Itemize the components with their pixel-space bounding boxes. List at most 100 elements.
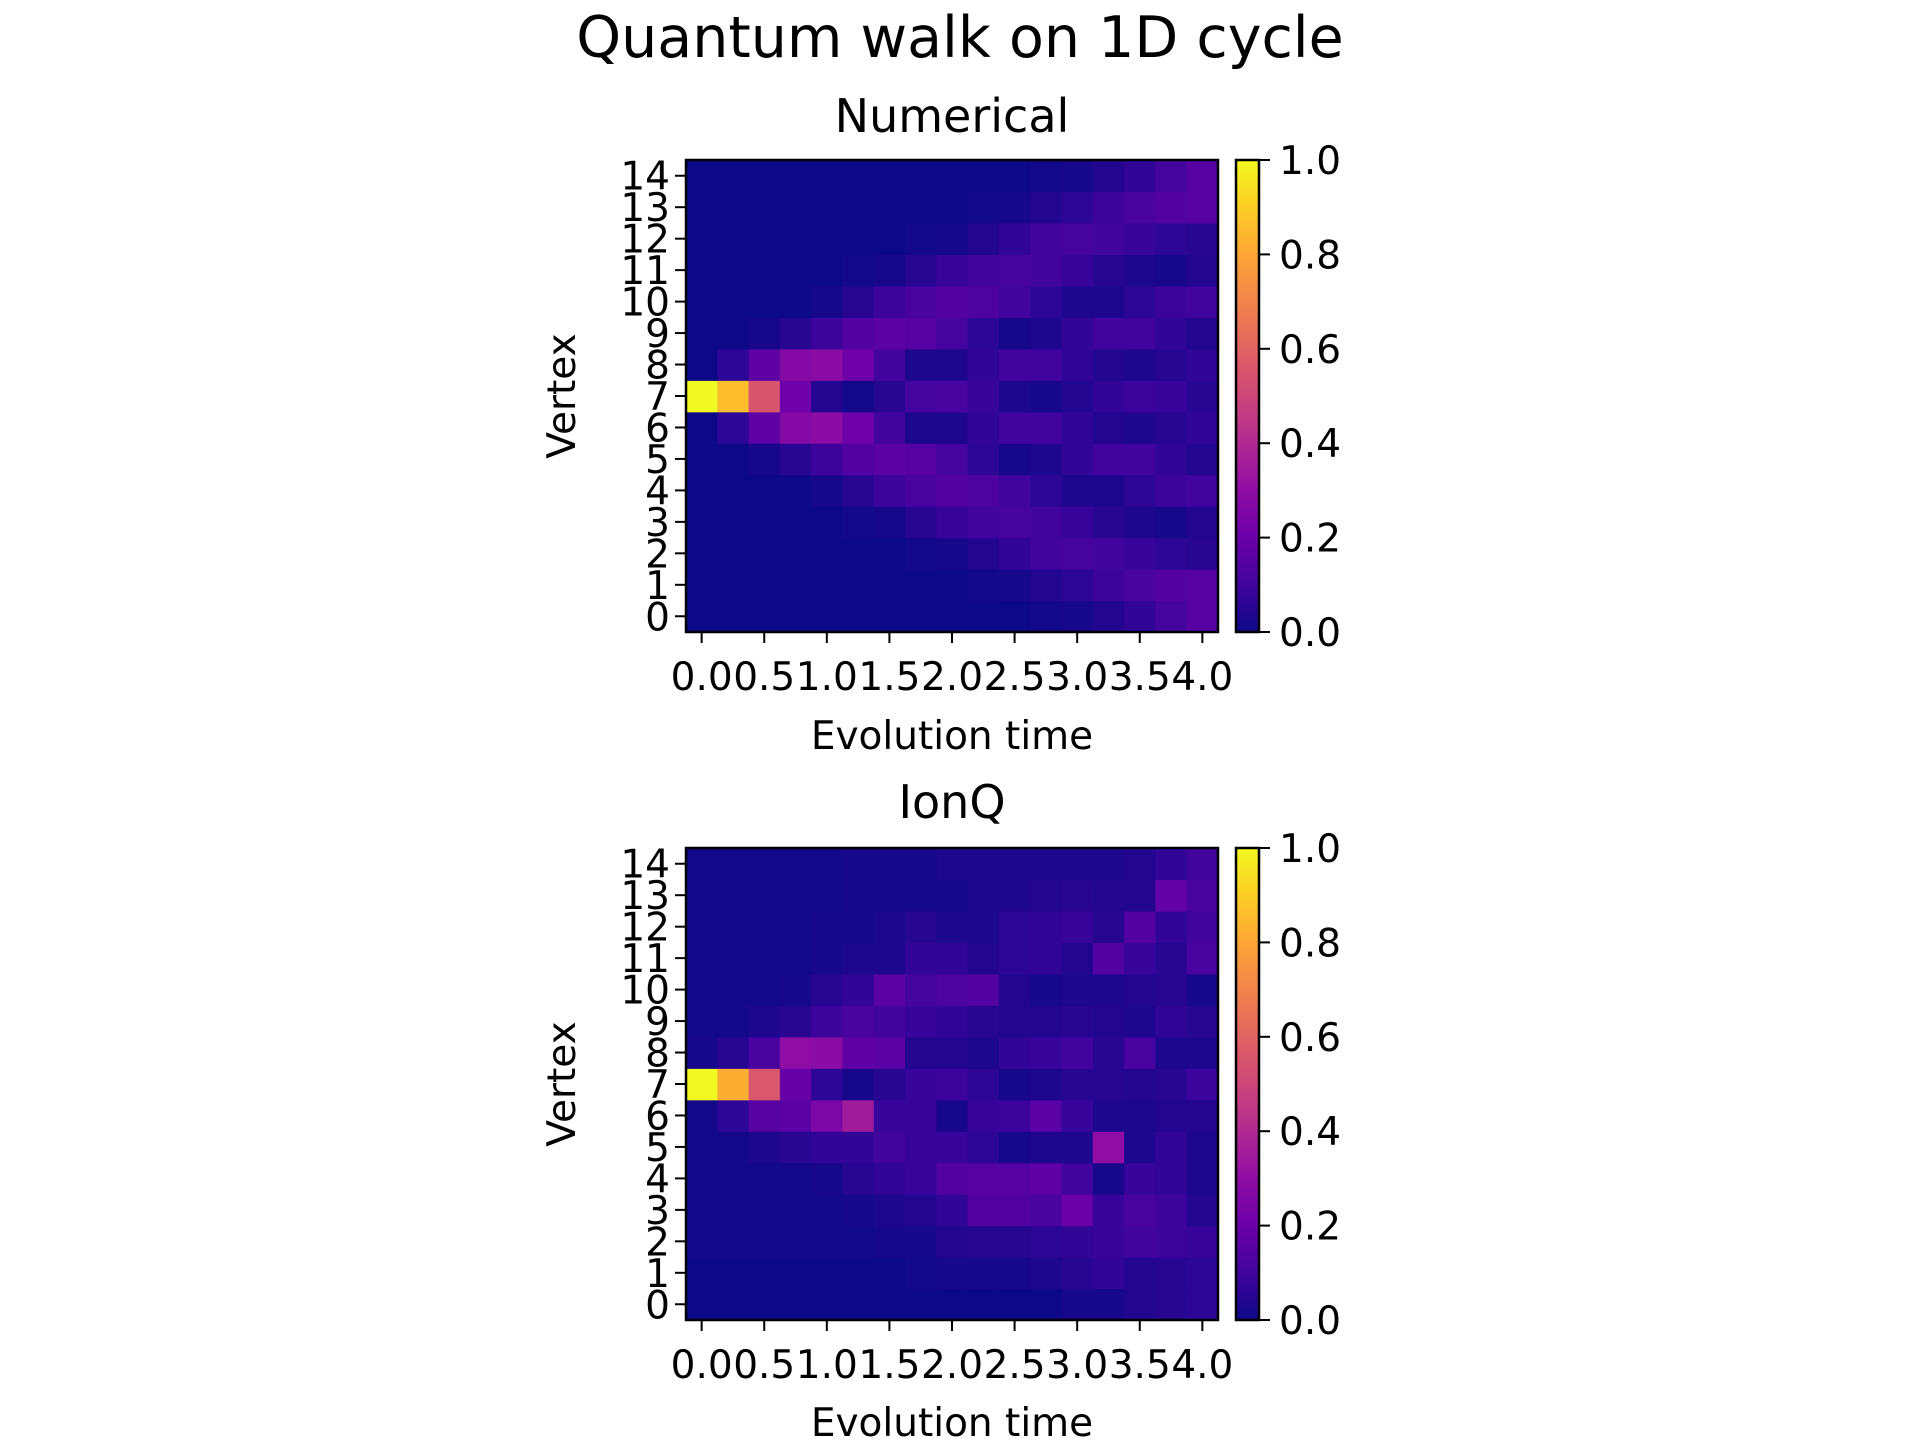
heatmap-cell xyxy=(905,569,937,602)
heatmap-cell xyxy=(967,973,1000,1006)
y-tick-label: 2 xyxy=(645,532,670,577)
heatmap-cell xyxy=(748,348,781,381)
heatmap-cell xyxy=(1061,506,1094,539)
x-tick-label: 2.5 xyxy=(984,1343,1046,1388)
heatmap-cell xyxy=(1186,848,1219,881)
heatmap-cell xyxy=(967,1194,1000,1227)
heatmap-cell xyxy=(873,1099,906,1132)
heatmap-cell xyxy=(873,317,906,350)
heatmap-cell xyxy=(873,1005,906,1038)
heatmap-cell xyxy=(905,254,937,287)
heatmap-cell xyxy=(1030,160,1063,193)
heatmap-cell xyxy=(905,191,937,224)
heatmap-cell xyxy=(873,160,906,193)
heatmap-cell xyxy=(811,1099,844,1132)
heatmap-cell xyxy=(967,317,1000,350)
heatmap-cell xyxy=(1092,1194,1125,1227)
heatmap-cell xyxy=(873,1257,906,1290)
y-tick-label: 4 xyxy=(645,1157,670,1202)
heatmap-cell xyxy=(1155,1288,1188,1321)
heatmap-cell xyxy=(998,537,1031,570)
colorbar-tick-label: 0.6 xyxy=(1279,328,1341,373)
heatmap-cell xyxy=(967,848,1000,881)
heatmap-cell xyxy=(1061,317,1094,350)
heatmap-cell xyxy=(1186,910,1219,943)
heatmap-cell xyxy=(779,1194,812,1227)
heatmap-cell xyxy=(1124,1099,1157,1132)
heatmap-cell xyxy=(717,1194,750,1227)
heatmap-cell xyxy=(1061,411,1094,444)
heatmap-cell xyxy=(779,1162,812,1195)
heatmap-cell xyxy=(779,569,812,602)
heatmap-cell xyxy=(1186,1005,1219,1038)
heatmap-cell xyxy=(1186,600,1219,633)
heatmap-cell xyxy=(967,474,1000,507)
heatmap-cell xyxy=(1124,317,1157,350)
heatmap-cell xyxy=(873,1131,906,1164)
heatmap-cell xyxy=(1155,600,1188,633)
heatmap-cell xyxy=(873,443,906,476)
x-tick-label: 1.5 xyxy=(858,655,920,700)
heatmap-cell xyxy=(936,848,969,881)
heatmap-cell xyxy=(905,1068,937,1101)
heatmap-cell xyxy=(842,1162,875,1195)
heatmap-cell xyxy=(1092,474,1125,507)
y-tick-label: 8 xyxy=(645,344,670,389)
heatmap-cell xyxy=(1061,1257,1094,1290)
y-tick-label: 1 xyxy=(645,1252,670,1297)
heatmap-cell xyxy=(811,910,844,943)
heatmap-cell xyxy=(717,1225,750,1258)
heatmap-cell xyxy=(1186,973,1219,1006)
heatmap-cell xyxy=(905,1131,937,1164)
heatmap-cell xyxy=(998,879,1031,912)
colorbar-tick-label: 1.0 xyxy=(1279,827,1341,872)
heatmap-cell xyxy=(1124,942,1157,975)
heatmap-cell xyxy=(779,1257,812,1290)
heatmap-cell xyxy=(1030,910,1063,943)
heatmap-cell xyxy=(1155,1005,1188,1038)
heatmap-cell xyxy=(1186,569,1219,602)
heatmap-cell xyxy=(1061,1194,1094,1227)
heatmap-cell xyxy=(998,285,1031,318)
x-tick-label: 1.0 xyxy=(796,1343,858,1388)
heatmap-cell xyxy=(748,1068,781,1101)
heatmap-cell xyxy=(936,254,969,287)
heatmap-cell xyxy=(905,411,937,444)
heatmap-cell xyxy=(1124,443,1157,476)
heatmap-cell xyxy=(811,474,844,507)
heatmap-cell xyxy=(1186,317,1219,350)
heatmap-cell xyxy=(686,285,718,318)
heatmap-cell xyxy=(842,1257,875,1290)
heatmap-cell xyxy=(779,285,812,318)
heatmap-cell xyxy=(779,973,812,1006)
colorbar-tick-label: 0.4 xyxy=(1279,422,1341,467)
heatmap-cell xyxy=(936,443,969,476)
heatmap-cell xyxy=(967,1225,1000,1258)
heatmap-cell xyxy=(686,443,718,476)
heatmap-cell xyxy=(748,1194,781,1227)
heatmap-cell xyxy=(998,474,1031,507)
heatmap-cell xyxy=(686,569,718,602)
heatmap-cell xyxy=(1092,910,1125,943)
heatmap-cell xyxy=(873,1194,906,1227)
heatmap-cell xyxy=(1092,411,1125,444)
x-tick-label: 2.5 xyxy=(984,655,1046,700)
heatmap-cell xyxy=(905,222,937,255)
heatmap-cell xyxy=(967,1036,1000,1069)
heatmap-cell xyxy=(811,569,844,602)
heatmap-cell xyxy=(1092,222,1125,255)
heatmap-cell xyxy=(717,191,750,224)
y-tick-label: 14 xyxy=(620,843,670,888)
heatmap-cell xyxy=(1092,191,1125,224)
heatmap-cell xyxy=(1186,348,1219,381)
heatmap-cell xyxy=(1030,443,1063,476)
heatmap-cell xyxy=(779,411,812,444)
heatmap-cell xyxy=(1186,537,1219,570)
y-tick-label: 8 xyxy=(645,1032,670,1077)
heatmap-cell xyxy=(811,1288,844,1321)
heatmap-cell xyxy=(1155,285,1188,318)
heatmap-cell xyxy=(811,317,844,350)
heatmap-cell xyxy=(686,474,718,507)
heatmap-cell xyxy=(811,879,844,912)
